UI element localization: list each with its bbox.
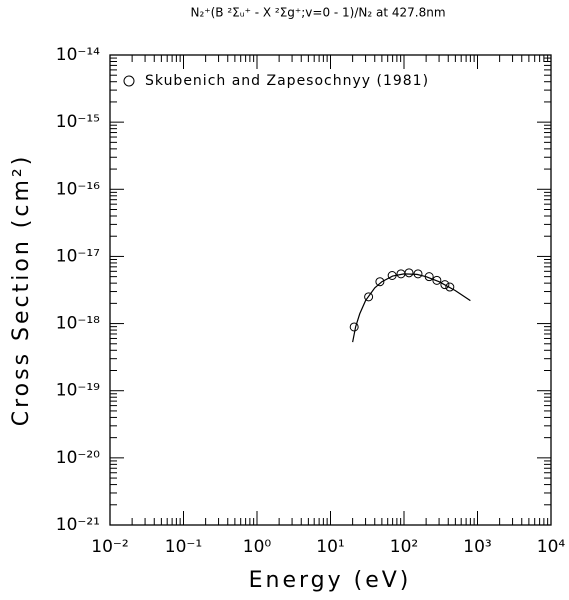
y-tick-label: 10⁻¹⁶ [56, 179, 100, 199]
y-tick-label: 10⁻¹⁹ [56, 381, 100, 401]
x-tick-label: 10¹ [316, 537, 344, 557]
x-tick-label: 10⁻² [91, 537, 128, 557]
plot-frame [109, 54, 552, 526]
y-tick-label: 10⁻²¹ [56, 515, 100, 535]
chart-title: N₂⁺(B ²Σᵤ⁺ - X ²Σg⁺;v=0 - 1)/N₂ at 427.8… [190, 6, 445, 20]
x-tick-label: 10³ [463, 537, 491, 557]
x-tick-label: 10⁻¹ [165, 537, 202, 557]
legend-marker [123, 75, 135, 87]
x-tick-label: 10⁴ [537, 537, 566, 557]
y-tick-label: 10⁻²⁰ [56, 448, 100, 468]
x-tick-label: 10² [390, 537, 418, 557]
legend-label: Skubenich and Zapesochnyy (1981) [145, 73, 429, 89]
data-line [352, 273, 471, 343]
data-point [404, 268, 414, 278]
data-point [349, 322, 359, 332]
y-axis-label: Cross Section (cm²) [9, 154, 34, 427]
y-tick-label: 10⁻¹⁸ [56, 314, 100, 334]
x-tick-label: 10⁰ [243, 537, 272, 557]
x-axis-label: Energy (eV) [249, 568, 412, 593]
y-tick-label: 10⁻¹⁷ [56, 246, 100, 266]
y-tick-label: 10⁻¹⁴ [56, 45, 100, 65]
y-tick-label: 10⁻¹⁵ [56, 112, 100, 132]
data-point [364, 292, 374, 302]
data-point [440, 280, 450, 290]
data-point [445, 282, 455, 292]
data-point [375, 277, 385, 287]
data-point [432, 275, 442, 285]
